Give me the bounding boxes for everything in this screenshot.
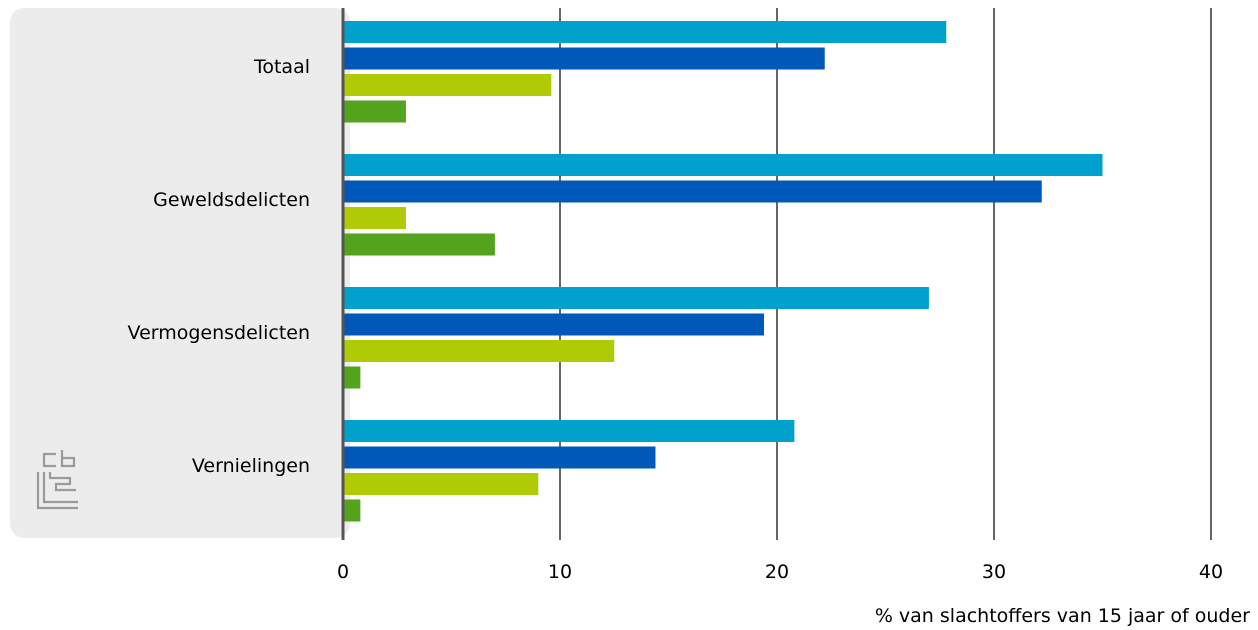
category-label: Vermogensdelicten: [128, 322, 310, 344]
bar: [344, 154, 1103, 176]
bar: [344, 446, 656, 469]
bar: [344, 47, 825, 70]
bar: [344, 287, 929, 309]
x-tick-label: 0: [337, 561, 349, 583]
x-tick-label: 40: [1199, 561, 1223, 583]
gridlines: [559, 8, 1212, 540]
bar: [344, 207, 406, 229]
bar: [344, 473, 539, 495]
category-labels: Totaal Geweldsdelicten Vermogensdelicten Ve…: [128, 56, 310, 477]
category-label: Totaal: [253, 56, 310, 78]
x-tick-label: 30: [982, 561, 1006, 583]
bar: [344, 499, 361, 522]
category-label: Vernielingen: [192, 455, 310, 477]
x-axis-title: % van slachtoffers van 15 jaar of ouder: [875, 605, 1250, 627]
x-tick-label: 20: [765, 561, 789, 583]
bar: [344, 340, 615, 362]
bar: [344, 74, 552, 96]
bar: [344, 420, 795, 442]
bar: [344, 180, 1042, 203]
category-label-panel: [10, 8, 350, 538]
bars: [344, 21, 1103, 522]
bar: [344, 313, 764, 336]
category-label: Geweldsdelicten: [153, 189, 310, 211]
x-tick-labels: 0 10 20 30 40: [337, 561, 1223, 583]
bar: [344, 366, 361, 389]
bar: [344, 233, 495, 256]
bar: [344, 100, 406, 123]
bar: [344, 21, 947, 43]
cbs-logo-icon: [36, 450, 78, 510]
x-tick-label: 10: [548, 561, 572, 583]
